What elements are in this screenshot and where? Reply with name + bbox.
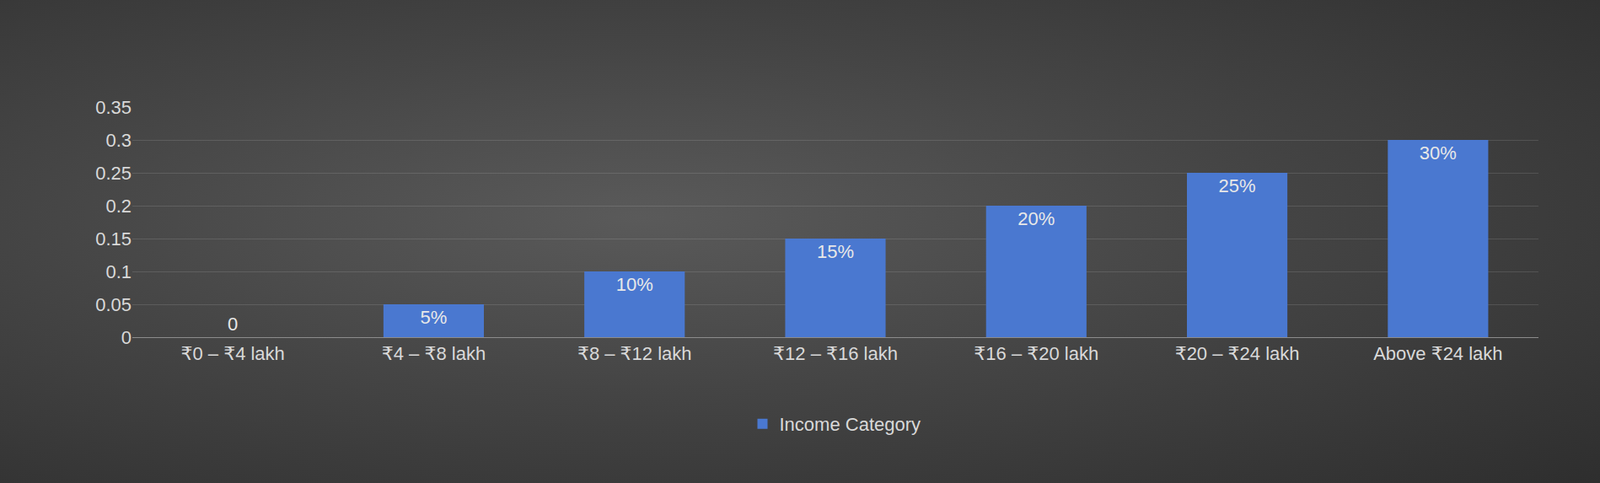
svg-text:0.2: 0.2 <box>105 195 132 217</box>
svg-text:20%: 20% <box>1017 208 1055 230</box>
svg-text:₹0 – ₹4 lakh: ₹0 – ₹4 lakh <box>180 343 285 365</box>
svg-text:Income Category: Income Category <box>779 413 922 435</box>
svg-text:0.25: 0.25 <box>95 162 132 184</box>
svg-text:0: 0 <box>227 313 238 335</box>
svg-text:0: 0 <box>121 327 132 349</box>
svg-text:0.3: 0.3 <box>105 129 132 151</box>
svg-text:₹12 – ₹16 lakh: ₹12 – ₹16 lakh <box>773 343 898 365</box>
svg-text:0.35: 0.35 <box>95 96 132 119</box>
svg-text:₹8 – ₹12 lakh: ₹8 – ₹12 lakh <box>577 343 693 365</box>
svg-text:5%: 5% <box>420 306 448 328</box>
svg-text:0.15: 0.15 <box>95 228 132 250</box>
svg-text:₹4 – ₹8 lakh: ₹4 – ₹8 lakh <box>381 343 486 365</box>
svg-text:10%: 10% <box>616 273 654 296</box>
svg-text:0.1: 0.1 <box>105 261 132 283</box>
svg-text:Above ₹24 lakh: Above ₹24 lakh <box>1373 343 1503 365</box>
svg-text:15%: 15% <box>816 241 854 263</box>
svg-text:30%: 30% <box>1419 142 1457 164</box>
svg-text:0.05: 0.05 <box>95 294 132 316</box>
svg-text:25%: 25% <box>1218 175 1257 197</box>
svg-text:₹16 – ₹20 lakh: ₹16 – ₹20 lakh <box>973 343 1099 365</box>
svg-text:₹20 – ₹24 lakh: ₹20 – ₹24 lakh <box>1175 343 1300 365</box>
